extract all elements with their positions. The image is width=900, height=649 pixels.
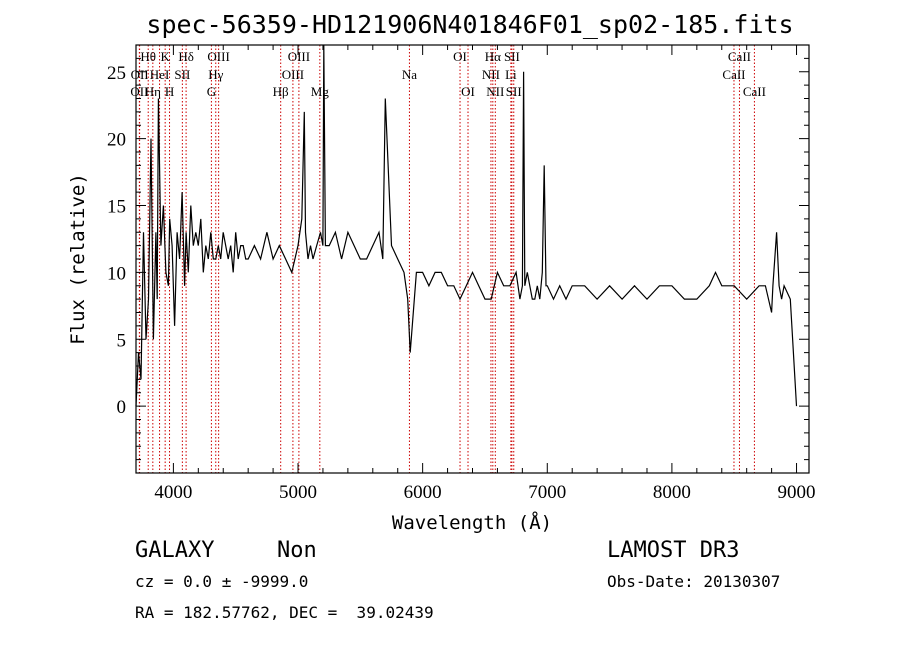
- line-label-11: OIII: [207, 49, 229, 64]
- line-label-3: Hη: [145, 84, 161, 99]
- plot-frame: [135, 44, 810, 474]
- line-label-2: Hθ: [140, 49, 156, 64]
- subclass-label: Non: [277, 538, 317, 563]
- line-label-24: SII: [506, 84, 522, 99]
- line-label-25: CaII: [722, 67, 745, 82]
- line-label-0: OII: [130, 84, 148, 99]
- line-label-21: NII: [486, 84, 504, 99]
- line-label-12: Hβ: [273, 84, 289, 99]
- line-label-18: OI: [461, 84, 475, 99]
- line-label-26: CaII: [728, 49, 751, 64]
- line-label-19: NII: [482, 67, 500, 82]
- observation-date: Obs-Date: 20130307: [607, 572, 781, 591]
- y-axis-label: Flux (relative): [67, 173, 89, 345]
- class-label: GALAXY: [135, 538, 215, 563]
- line-label-10: Hγ: [208, 67, 223, 82]
- x-tick-label-3: 7000: [528, 482, 566, 503]
- line-label-16: Na: [402, 67, 417, 82]
- line-label-22: Li: [505, 67, 517, 82]
- y-tick-label-5: 25: [107, 63, 126, 84]
- line-label-9: G: [207, 84, 216, 99]
- y-tick-label-4: 20: [107, 130, 126, 151]
- x-tick-label-0: 4000: [154, 482, 192, 503]
- line-label-5: K: [160, 49, 170, 64]
- survey-label: LAMOST DR3: [607, 538, 740, 563]
- x-tick-label-4: 8000: [653, 482, 691, 503]
- x-tick-label-2: 6000: [404, 482, 442, 503]
- x-tick-label-1: 5000: [279, 482, 317, 503]
- line-label-7: Hδ: [178, 49, 194, 64]
- redshift-line: cz = 0.0 ± -9999.0: [135, 572, 309, 591]
- coordinates-line: RA = 182.57762, DEC = 39.02439: [135, 603, 434, 622]
- line-labels: OII OII Hθ Hη HeI K H Hδ SII G Hγ OIII Hβ OIII OIII Mg N…: [130, 49, 766, 99]
- line-label-1: OII: [131, 67, 149, 82]
- chart-title: spec-56359-HD121906N401846F01_sp02-185.f…: [146, 10, 793, 39]
- axis-ticks: 4000 5000 6000 7000 8000 9000 0 5 10 15 20 25: [107, 45, 816, 503]
- line-label-13: OIII: [282, 67, 304, 82]
- line-label-14: OIII: [288, 49, 310, 64]
- spectrum-series-line: [135, 44, 798, 407]
- y-tick-label-3: 15: [107, 197, 126, 218]
- line-label-20: Hα: [485, 49, 501, 64]
- y-tick-label-2: 10: [107, 263, 126, 284]
- line-label-23: SII: [504, 49, 520, 64]
- line-label-8: SII: [174, 67, 190, 82]
- line-label-17: OI: [453, 49, 467, 64]
- x-axis-label: Wavelength (Å): [392, 511, 552, 534]
- line-label-15: Mg: [311, 84, 330, 99]
- y-tick-label-0: 0: [117, 397, 127, 418]
- line-label-27: CaII: [743, 84, 766, 99]
- line-label-4: HeI: [150, 67, 170, 82]
- line-label-6: H: [165, 84, 174, 99]
- x-tick-label-5: 9000: [778, 482, 816, 503]
- y-tick-label-1: 5: [117, 330, 127, 351]
